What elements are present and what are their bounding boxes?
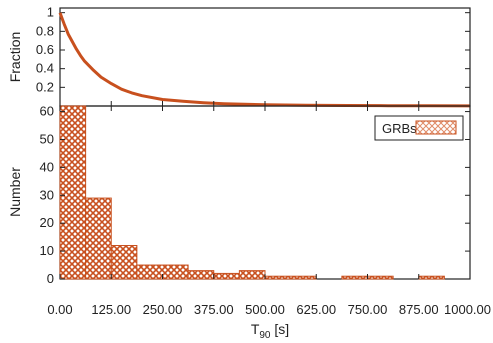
top-y-tick-label: 0.8 (36, 23, 54, 38)
bottom-x-tick-label: 250.00 (143, 302, 183, 317)
histogram-panel: 0 10 20 30 40 50 60 0.00 125.00 250.00 375.00 500.… (7, 101, 491, 341)
bottom-y-tick-label: 30 (40, 187, 54, 202)
legend-swatch (415, 120, 457, 135)
bottom-x-tick-label: 500.00 (245, 302, 285, 317)
bottom-y-tick-label: 40 (40, 159, 54, 174)
top-y-tick-label: 0.2 (36, 79, 54, 94)
bottom-y-axis-label: Number (7, 167, 23, 217)
bottom-x-tick-label: 875.00 (399, 302, 439, 317)
bottom-y-tick-label: 0 (47, 271, 54, 286)
histogram-bar (85, 197, 112, 280)
histogram-bar (59, 105, 87, 280)
x-axis-label: T90 [s] (251, 321, 289, 341)
legend: GRBs (374, 115, 464, 141)
histogram-bars (59, 105, 445, 280)
histogram-bar (238, 270, 266, 280)
histogram-bar (213, 272, 240, 280)
cumulative-fraction-panel: 0.2 0.4 0.6 0.8 1 Fraction (7, 5, 471, 108)
top-plot-frame (59, 7, 471, 107)
bottom-x-tick-label: 375.00 (194, 302, 234, 317)
bottom-y-tick-label: 10 (40, 243, 54, 258)
cumulative-fraction-line (58, 12, 471, 108)
bottom-y-tick-label: 60 (40, 104, 54, 119)
x-axis-label-unit: [s] (271, 321, 290, 337)
histogram-bar (187, 270, 215, 280)
bottom-y-tick-label: 50 (40, 131, 54, 146)
top-y-ticks: 0.2 0.4 0.6 0.8 1 (36, 5, 470, 94)
bottom-x-tick-label: 1000.00 (444, 302, 491, 317)
bottom-x-tick-label: 125.00 (91, 302, 131, 317)
x-axis-label-subscript: 90 (259, 330, 271, 341)
legend-label: GRBs (382, 121, 417, 136)
bottom-x-tick-label: 625.00 (296, 302, 336, 317)
bottom-x-ticks: 0.00 125.00 250.00 375.00 500.00 625.00 750.00… (47, 101, 491, 317)
top-y-axis-label: Fraction (7, 32, 23, 83)
histogram-bar (110, 245, 138, 280)
bottom-y-tick-label: 20 (40, 215, 54, 230)
top-y-tick-label: 0.4 (36, 61, 54, 76)
bottom-x-tick-label: 750.00 (348, 302, 388, 317)
x-axis-label-main: T (251, 321, 260, 337)
histogram-bar (418, 275, 445, 280)
top-y-tick-label: 1 (47, 5, 54, 20)
bottom-x-tick-label: 0.00 (47, 302, 72, 317)
cumulative-fraction-series (58, 12, 471, 108)
bottom-y-ticks: 0 10 20 30 40 50 60 (40, 104, 470, 286)
histogram-bar (264, 275, 317, 280)
top-y-tick-label: 0.6 (36, 42, 54, 57)
